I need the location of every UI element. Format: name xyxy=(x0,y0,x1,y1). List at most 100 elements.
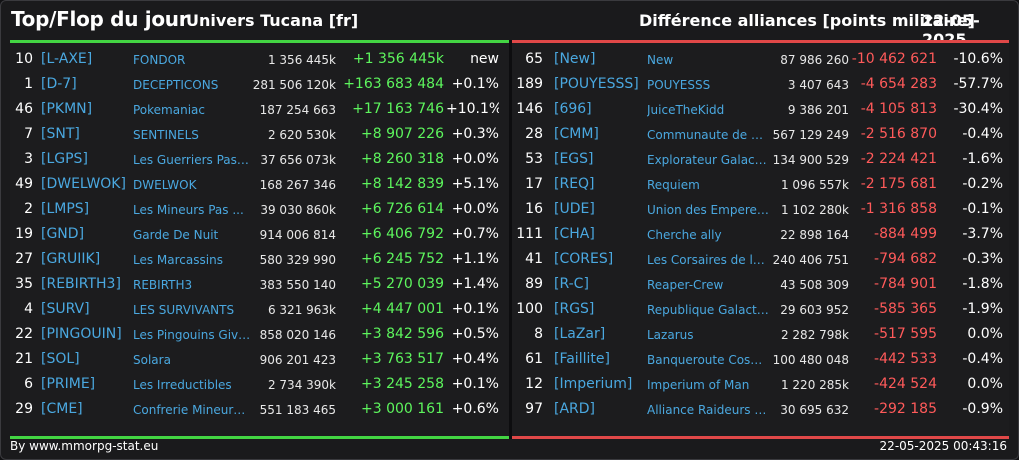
top-row: 4 [SURV] LES SURVIVANTS 6 321 963k +4 447 00… xyxy=(10,298,509,323)
rank-cell: 1 xyxy=(24,76,33,92)
alliance-name-link[interactable]: Explorateur Galacti... xyxy=(647,153,769,167)
alliance-name-link[interactable]: Republique Galacti... xyxy=(647,303,769,317)
points-cell: 1 096 557k xyxy=(780,178,849,192)
alliance-tag-link[interactable]: [PINGOUIN] xyxy=(41,326,122,342)
points-cell: 29 603 952 xyxy=(780,303,849,317)
percent-cell: -0.3% xyxy=(962,251,1003,267)
flop-row: 97 [ARD] Alliance Raideurs et... 30 695 632… xyxy=(512,398,1009,423)
alliance-tag-link[interactable]: [CME] xyxy=(41,401,83,417)
rank-cell: 46 xyxy=(15,101,33,117)
points-cell: 567 129 249 xyxy=(772,128,849,142)
alliance-name-link[interactable]: Les Corsaires de l_... xyxy=(647,253,769,267)
alliance-name-link[interactable]: Imperium of Man xyxy=(647,378,750,392)
alliance-name-link[interactable]: POUYESSS xyxy=(647,78,711,92)
alliance-name-link[interactable]: Les Pingouins Givre... xyxy=(133,328,251,342)
points-cell: 551 183 465 xyxy=(259,403,336,417)
alliance-tag-link[interactable]: [SNT] xyxy=(41,126,80,142)
delta-cell: -784 901 xyxy=(874,276,937,292)
rank-cell: 7 xyxy=(24,126,33,142)
percent-cell: -30.4% xyxy=(953,101,1003,117)
alliance-tag-link[interactable]: [LGPS] xyxy=(41,151,88,167)
points-cell: 187 254 663 xyxy=(259,103,336,117)
alliance-tag-link[interactable]: [CORES] xyxy=(554,251,614,267)
flop-row: 28 [CMM] Communaute de m... 567 129 249 -2 5… xyxy=(512,123,1009,148)
top-row: 7 [SNT] SENTINELS 2 620 530k +8 907 226 +0.3% xyxy=(10,123,509,148)
points-cell: 281 506 120k xyxy=(252,78,336,92)
percent-cell: 0.0% xyxy=(967,326,1003,342)
points-cell: 1 220 285k xyxy=(780,378,849,392)
alliance-name-link[interactable]: Cherche ally xyxy=(647,228,722,242)
alliance-name-link[interactable]: JuiceTheKidd xyxy=(647,103,725,117)
top-row: 49 [DWELWOK] DWELWOK 168 267 346 +8 142 839 +… xyxy=(10,173,509,198)
alliance-name-link[interactable]: DECEPTICONS xyxy=(133,78,219,92)
alliance-tag-link[interactable]: [Imperium] xyxy=(554,376,633,392)
rank-cell: 22 xyxy=(15,326,33,342)
points-cell: 383 550 140 xyxy=(259,278,336,292)
alliance-name-link[interactable]: REBIRTH3 xyxy=(133,278,193,292)
alliance-tag-link[interactable]: [D-7] xyxy=(41,76,77,92)
alliance-name-link[interactable]: Lazarus xyxy=(647,328,694,342)
alliance-tag-link[interactable]: [LMPS] xyxy=(41,201,90,217)
alliance-name-link[interactable]: Requiem xyxy=(647,178,700,192)
delta-cell: +3 842 596 xyxy=(361,326,444,342)
alliance-name-link[interactable]: FONDOR xyxy=(133,53,186,67)
alliance-name-link[interactable]: LES SURVIVANTS xyxy=(133,303,235,317)
alliance-name-link[interactable]: Reaper-Crew xyxy=(647,278,724,292)
alliance-tag-link[interactable]: [L-AXE] xyxy=(41,51,93,67)
alliance-tag-link[interactable]: [PKMN] xyxy=(41,101,93,117)
alliance-tag-link[interactable]: [UDE] xyxy=(554,201,595,217)
alliance-tag-link[interactable]: [RGS] xyxy=(554,301,595,317)
alliance-tag-link[interactable]: [ARD] xyxy=(554,401,596,417)
alliance-tag-link[interactable]: [LaZar] xyxy=(554,326,606,342)
alliance-name-link[interactable]: Alliance Raideurs et... xyxy=(647,403,769,417)
alliance-name-link[interactable]: Communaute de m... xyxy=(647,128,769,142)
alliance-tag-link[interactable]: [REQ] xyxy=(554,176,595,192)
percent-cell: +0.1% xyxy=(451,376,499,392)
footer-timestamp: 22-05-2025 00:43:16 xyxy=(879,439,1007,453)
points-cell: 914 006 814 xyxy=(259,228,336,242)
delta-cell: +6 726 614 xyxy=(361,201,444,217)
alliance-tag-link[interactable]: [DWELWOK] xyxy=(41,176,126,192)
rank-cell: 3 xyxy=(24,151,33,167)
alliance-name-link[interactable]: Les Mineurs Pas ... xyxy=(133,203,244,217)
alliance-name-link[interactable]: Union des Empereurs xyxy=(647,203,769,217)
alliance-tag-link[interactable]: [696] xyxy=(554,101,592,117)
alliance-name-link[interactable]: Les Guerriers Pas ... xyxy=(133,153,251,167)
alliance-name-link[interactable]: Solara xyxy=(133,353,171,367)
top-row: 2 [LMPS] Les Mineurs Pas ... 39 030 860k +6 … xyxy=(10,198,509,223)
alliance-tag-link[interactable]: [Faillite] xyxy=(554,351,610,367)
alliance-name-link[interactable]: Pokemaniac xyxy=(133,103,205,117)
alliance-tag-link[interactable]: [GRUIIK] xyxy=(41,251,101,267)
alliance-name-link[interactable]: SENTINELS xyxy=(133,128,199,142)
alliance-tag-link[interactable]: [SURV] xyxy=(41,301,90,317)
alliance-tag-link[interactable]: [SOL] xyxy=(41,351,80,367)
percent-cell: -10.6% xyxy=(953,51,1003,67)
points-cell: 1 356 445k xyxy=(267,53,336,67)
flop-row: 65 [New] New 87 986 260 -10 462 621 -10.6% xyxy=(512,48,1009,73)
alliance-name-link[interactable]: Les Irreductibles xyxy=(133,378,232,392)
top-row: 3 [LGPS] Les Guerriers Pas ... 37 656 073k +… xyxy=(10,148,509,173)
alliance-tag-link[interactable]: [GND] xyxy=(41,226,85,242)
alliance-name-link[interactable]: New xyxy=(647,53,674,67)
alliance-tag-link[interactable]: [New] xyxy=(554,51,596,67)
alliance-name-link[interactable]: Les Marcassins xyxy=(133,253,223,267)
flop-row: 8 [LaZar] Lazarus 2 282 798k -517 595 0.0% xyxy=(512,323,1009,348)
alliance-tag-link[interactable]: [EGS] xyxy=(554,151,594,167)
alliance-name-link[interactable]: Confrerie Mineurs ... xyxy=(133,403,251,417)
alliance-tag-link[interactable]: [R-C] xyxy=(554,276,589,292)
top-row: 21 [SOL] Solara 906 201 423 +3 763 517 +0.4% xyxy=(10,348,509,373)
alliance-tag-link[interactable]: [REBIRTH3] xyxy=(41,276,121,292)
alliance-name-link[interactable]: DWELWOK xyxy=(133,178,197,192)
delta-cell: +8 142 839 xyxy=(361,176,444,192)
footer-credit[interactable]: By www.mmorpg-stat.eu xyxy=(10,439,159,453)
alliance-tag-link[interactable]: [PRIME] xyxy=(41,376,96,392)
alliance-tag-link[interactable]: [CMM] xyxy=(554,126,599,142)
percent-cell: +0.5% xyxy=(451,326,499,342)
alliance-name-link[interactable]: Garde De Nuit xyxy=(133,228,219,242)
alliance-name-link[interactable]: Banqueroute Cosm... xyxy=(647,353,769,367)
percent-cell: +0.4% xyxy=(451,351,499,367)
top-panel: 10 [L-AXE] FONDOR 1 356 445k +1 356 445k new 1… xyxy=(10,40,509,439)
rank-cell: 29 xyxy=(15,401,33,417)
alliance-tag-link[interactable]: [POUYESSS] xyxy=(554,76,639,92)
alliance-tag-link[interactable]: [CHA] xyxy=(554,226,595,242)
